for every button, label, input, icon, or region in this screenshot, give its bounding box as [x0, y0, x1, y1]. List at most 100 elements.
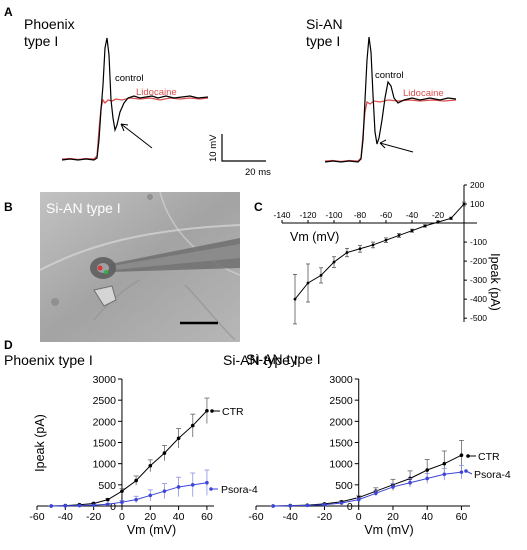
si-an-x-tick-label: -40 [283, 511, 298, 523]
c-y-tick-label: -200 [470, 256, 487, 266]
si-an-chart-title: Si-AN type I [246, 351, 321, 367]
phoenix-x-tick-label: -60 [29, 511, 44, 523]
c-data-point [423, 224, 427, 228]
si-an-x-tick-label: -60 [248, 511, 263, 523]
si-an-legend-label: Psora-4 [474, 469, 511, 481]
si-an-y-tick-label: 1000 [329, 459, 353, 471]
iv-chart-phoenix: -60 -40 -20 0 20 40 60 0 500 1000 1500 2000 2500 3000… [4, 352, 258, 537]
phoenix-data-point [190, 423, 195, 428]
si-an-y-tick-label: 2000 [329, 416, 353, 428]
si-an-data-point [442, 472, 447, 477]
c-y-tick-label: 200 [470, 180, 484, 190]
scale-bar [221, 134, 266, 162]
trace-left-title-line1: Phoenix [24, 16, 75, 32]
c-data-point [384, 238, 388, 242]
si-an-legend-marker [464, 469, 468, 473]
si-an-series-line [273, 471, 462, 507]
phoenix-data-point [120, 489, 124, 493]
trace-left-control-label: control [115, 73, 144, 84]
c-data-point [410, 229, 414, 233]
phoenix-legend-marker [209, 487, 213, 491]
trace-left-lidocaine [61, 97, 209, 161]
phoenix-data-point [49, 504, 53, 508]
c-data-point [332, 260, 336, 264]
phoenix-data-point [77, 503, 82, 508]
trace-right-arrow [379, 139, 414, 153]
trace-left-lidocaine-label: Lidocaine [136, 87, 177, 98]
c-series-line [294, 203, 465, 300]
iv-chart-c: -140 -120 -100 -80 -60 -40 -20 200 100 -100 -200 -3… [273, 180, 502, 325]
trace-right [324, 36, 457, 163]
trace-right-lidocaine-label: Lidocaine [403, 88, 444, 99]
scale-bar-voltage-label: 10 mV [208, 134, 219, 162]
phoenix-data-point [148, 463, 153, 468]
si-an-data-point [356, 497, 361, 502]
phoenix-data-point [134, 497, 138, 502]
phoenix-data-point [91, 503, 96, 507]
c-data-point [462, 202, 466, 206]
c-y-tick-label: 100 [470, 199, 484, 209]
si-an-data-point [339, 501, 344, 505]
trace-right-lidocaine [324, 99, 457, 163]
c-data-point [358, 247, 362, 251]
c-x-tick-label: -140 [273, 210, 290, 220]
si-an-y-tick-label: 500 [335, 480, 353, 492]
phoenix-data-point [120, 500, 124, 504]
phoenix-y-axis-label: Ipeak (pA) [33, 414, 47, 472]
c-data-point [306, 281, 310, 285]
si-an-data-point [305, 503, 310, 508]
si-an-y-tick-label: 1500 [329, 438, 353, 450]
si-an-title: Si-AN type I [223, 352, 298, 368]
trace-right-title-line2: type I [306, 33, 340, 49]
si-an-data-point [459, 453, 464, 458]
phoenix-y-tick-label: 2000 [93, 416, 117, 428]
phoenix-x-tick-label: 0 [119, 511, 125, 523]
c-data-point [319, 273, 323, 277]
si-an-data-point [459, 470, 464, 474]
si-an-y-tick-label: 3000 [329, 374, 353, 386]
c-data-point [397, 234, 401, 237]
si-an-x-tick-label: 60 [456, 511, 468, 523]
si-an-data-point [425, 476, 430, 481]
si-an-data-point [408, 480, 412, 485]
micrograph-label: Si-AN type I [46, 200, 121, 216]
trace-left [61, 37, 209, 161]
si-an-y-tick-label: 0 [347, 501, 353, 513]
c-x-tick-label: -20 [432, 210, 445, 220]
phoenix-x-axis-label: Vm (mV) [127, 523, 176, 537]
phoenix-y-tick-label: 0 [110, 501, 116, 513]
si-an-legend-marker [466, 454, 470, 458]
phoenix-data-point [134, 478, 138, 483]
c-data-point [345, 251, 349, 254]
phoenix-data-point [176, 436, 181, 441]
trace-right-control-label: control [375, 70, 404, 81]
phoenix-data-point [205, 480, 209, 485]
micrograph-image [40, 192, 240, 342]
phoenix-x-tick-label: 20 [144, 511, 156, 523]
si-an-series-line [273, 454, 462, 507]
phoenix-legend-label: CTR [222, 406, 244, 418]
phoenix-legend-marker [210, 409, 214, 413]
phoenix-data-point [162, 489, 167, 493]
trace-left-arrow [120, 123, 153, 149]
phoenix-x-tick-label: 40 [173, 511, 185, 523]
c-data-point [371, 243, 375, 247]
si-an-x-tick-label: 20 [387, 511, 399, 523]
c-x-tick-label: -40 [406, 210, 419, 220]
si-an-data-point [442, 461, 447, 466]
c-x-tick-label: -120 [299, 210, 316, 220]
trace-right-title-line1: Si-AN [306, 16, 343, 32]
si-an-data-point [391, 485, 395, 489]
trace-left-control [61, 37, 209, 161]
phoenix-data-point [106, 497, 110, 502]
panel-label-b: B [4, 200, 13, 214]
phoenix-data-point [162, 451, 167, 455]
c-x-tick-label: -100 [325, 210, 342, 220]
c-y-tick-label: -300 [470, 275, 487, 285]
panel-label-a: A [4, 5, 13, 19]
phoenix-data-point [106, 502, 110, 507]
c-x-tick-label: -80 [354, 210, 367, 220]
si-an-x-tick-label: 0 [356, 511, 362, 523]
si-an-x-axis-label: Vm (mV) [364, 523, 413, 537]
